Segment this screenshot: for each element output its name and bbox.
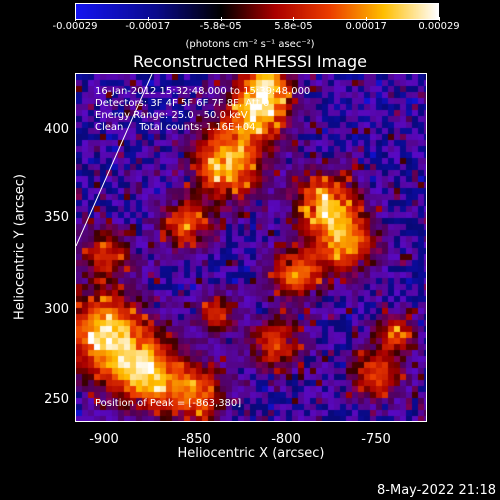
colorbar-tick-label: -5.8e-05 bbox=[199, 21, 242, 32]
x-tick-minus750: -750 bbox=[361, 432, 391, 447]
solar-limb-line bbox=[76, 74, 153, 247]
x-axis-label: Heliocentric X (arcsec) bbox=[177, 446, 325, 461]
date-stamp: 8-May-2022 21:18 bbox=[377, 483, 496, 498]
info-clean-counts: Clean Total counts: 1.16E+04 bbox=[95, 122, 256, 133]
x-tick-minus800: -800 bbox=[271, 432, 301, 447]
colorbar-tick-label: 0.00029 bbox=[418, 21, 460, 32]
colorbar-tick-label: 0.00017 bbox=[345, 21, 387, 32]
image-plot-area: 16-Jan-2012 15:32:48.000 to 15:39:48.000… bbox=[75, 73, 427, 422]
colorbar bbox=[75, 3, 439, 20]
x-tick-minus850: -850 bbox=[181, 432, 211, 447]
colorbar-tick-mark bbox=[293, 17, 295, 21]
x-tick-minus900: -900 bbox=[89, 432, 119, 447]
colorbar-tick-label: 5.8e-05 bbox=[274, 21, 313, 32]
y-tick-250: 250 bbox=[44, 392, 69, 407]
y-tick-350: 350 bbox=[44, 210, 69, 225]
y-tick-400: 400 bbox=[44, 122, 69, 137]
info-detectors: Detectors: 3F 4F 5F 6F 7F 8F, Att 0 bbox=[95, 98, 270, 109]
colorbar-tick-mark bbox=[366, 17, 368, 21]
colorbar-tick-mark bbox=[439, 17, 440, 21]
y-axis-label: Heliocentric Y (arcsec) bbox=[12, 174, 28, 320]
colorbar-tick-mark bbox=[147, 17, 149, 21]
info-energy-range: Energy Range: 25.0 - 50.0 keV bbox=[95, 110, 248, 121]
colorbar-tick-label: -0.00029 bbox=[52, 21, 98, 32]
y-tick-300: 300 bbox=[44, 302, 69, 317]
colorbar-unit-label: (photons cm⁻² s⁻¹ asec⁻²) bbox=[185, 39, 315, 50]
colorbar-tick-mark bbox=[75, 17, 76, 21]
colorbar-tick-mark bbox=[220, 17, 222, 21]
info-time-range: 16-Jan-2012 15:32:48.000 to 15:39:48.000 bbox=[95, 86, 311, 97]
colorbar-tick-label: -0.00017 bbox=[125, 21, 171, 32]
heatmap-image bbox=[76, 74, 426, 421]
plot-title: Reconstructed RHESSI Image bbox=[133, 52, 367, 71]
info-peak-position: Position of Peak = [-863,380] bbox=[95, 398, 242, 409]
